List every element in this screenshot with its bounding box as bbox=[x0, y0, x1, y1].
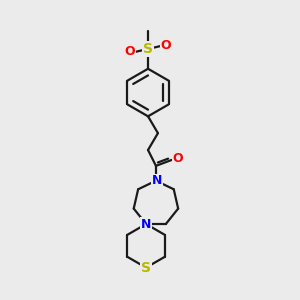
Text: N: N bbox=[152, 174, 162, 187]
Text: N: N bbox=[141, 218, 151, 230]
Text: O: O bbox=[125, 45, 136, 58]
Text: O: O bbox=[160, 40, 171, 52]
Text: S: S bbox=[143, 42, 153, 56]
Text: S: S bbox=[141, 261, 151, 274]
Text: O: O bbox=[172, 152, 183, 165]
